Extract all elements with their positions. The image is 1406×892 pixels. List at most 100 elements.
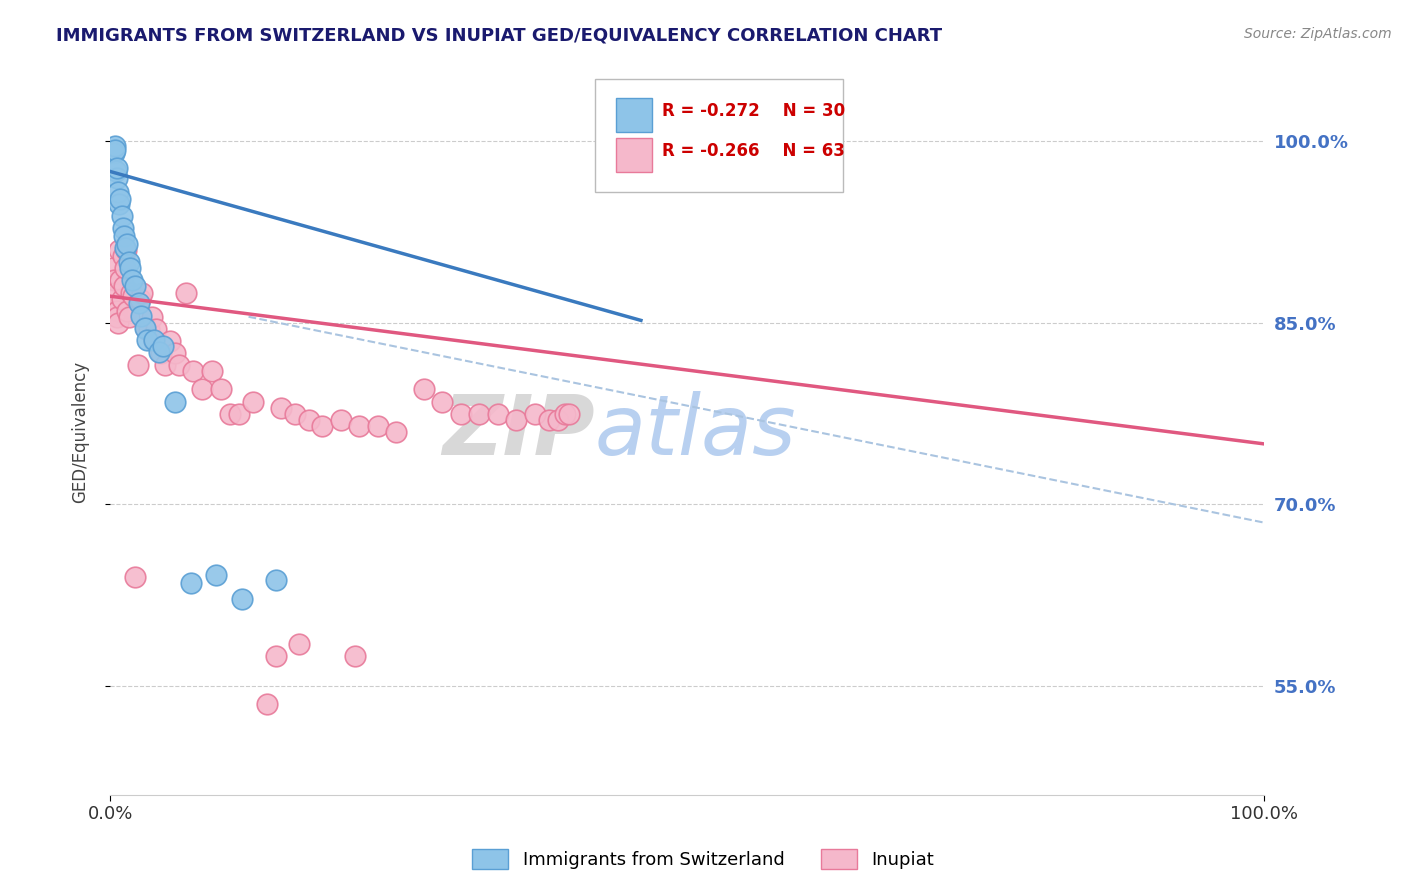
Point <box>124 570 146 584</box>
Point <box>349 418 371 433</box>
Legend: Immigrants from Switzerland, Inupiat: Immigrants from Switzerland, Inupiat <box>463 839 943 879</box>
Point <box>107 316 129 330</box>
Point <box>270 401 292 415</box>
Point <box>105 161 128 175</box>
Point <box>297 412 319 426</box>
Point <box>450 407 472 421</box>
Point <box>163 394 186 409</box>
Point <box>148 344 170 359</box>
Point <box>141 310 163 324</box>
Point <box>191 383 214 397</box>
Point <box>558 407 581 421</box>
Point <box>101 261 124 276</box>
Point <box>523 407 546 421</box>
Point <box>114 241 136 255</box>
Point <box>242 394 264 409</box>
Point <box>181 364 204 378</box>
Text: R = -0.266    N = 63: R = -0.266 N = 63 <box>662 142 845 160</box>
Point <box>107 185 129 199</box>
Point <box>547 412 569 426</box>
Point <box>122 289 145 303</box>
Point <box>413 383 436 397</box>
FancyBboxPatch shape <box>616 138 652 171</box>
Point <box>311 418 333 433</box>
Point <box>104 298 127 312</box>
Point <box>112 228 135 243</box>
Point <box>108 243 131 257</box>
Point <box>117 310 139 324</box>
Point <box>537 412 560 426</box>
Point <box>486 407 509 421</box>
Point <box>367 418 389 433</box>
Point <box>149 346 172 360</box>
Point <box>284 407 307 421</box>
Point <box>120 285 142 300</box>
Point <box>385 425 408 439</box>
Point <box>180 576 202 591</box>
Point <box>138 322 160 336</box>
Point <box>118 261 141 276</box>
Point <box>117 237 139 252</box>
Point <box>155 358 177 372</box>
Point <box>117 303 139 318</box>
FancyBboxPatch shape <box>616 98 652 132</box>
Point <box>110 192 132 206</box>
Point <box>129 292 152 306</box>
Point <box>231 591 253 606</box>
Point <box>505 412 527 426</box>
Point <box>104 164 127 178</box>
Point <box>288 637 311 651</box>
Point <box>134 320 156 334</box>
Text: Source: ZipAtlas.com: Source: ZipAtlas.com <box>1244 27 1392 41</box>
Point <box>114 261 136 276</box>
Point <box>110 273 132 287</box>
Point <box>115 243 138 257</box>
Point <box>104 285 127 300</box>
Point <box>108 197 131 211</box>
Point <box>219 407 242 421</box>
Point <box>142 334 165 348</box>
Point <box>127 358 149 372</box>
Point <box>105 303 128 318</box>
Point <box>343 648 366 663</box>
Point <box>329 412 352 426</box>
Point <box>103 146 125 161</box>
Point <box>174 285 197 300</box>
Point <box>264 573 287 587</box>
Point <box>264 648 287 663</box>
Text: R = -0.272    N = 30: R = -0.272 N = 30 <box>662 102 845 120</box>
Point <box>432 394 454 409</box>
Y-axis label: GED/Equivalency: GED/Equivalency <box>72 360 89 503</box>
Point <box>159 334 181 348</box>
Point <box>142 333 165 347</box>
Point <box>554 407 576 421</box>
Point <box>124 279 146 293</box>
Point <box>136 333 159 347</box>
Point <box>110 209 132 223</box>
Point <box>105 310 128 324</box>
Point <box>111 221 134 235</box>
Point <box>117 255 139 269</box>
Point <box>205 567 228 582</box>
Point <box>103 273 125 287</box>
Text: ZIP: ZIP <box>441 392 595 472</box>
Point <box>121 273 143 287</box>
Point <box>228 407 250 421</box>
Text: atlas: atlas <box>595 392 796 472</box>
Point <box>112 279 135 293</box>
Point <box>110 292 132 306</box>
Point <box>104 139 127 153</box>
Point <box>111 249 134 263</box>
Point <box>104 143 127 157</box>
Point <box>145 322 167 336</box>
Point <box>169 358 191 372</box>
Point <box>135 322 157 336</box>
Text: IMMIGRANTS FROM SWITZERLAND VS INUPIAT GED/EQUIVALENCY CORRELATION CHART: IMMIGRANTS FROM SWITZERLAND VS INUPIAT G… <box>56 27 942 45</box>
Point <box>105 170 128 185</box>
Point <box>256 698 278 712</box>
FancyBboxPatch shape <box>595 79 842 192</box>
Point <box>131 285 153 300</box>
Point <box>129 309 152 323</box>
Point <box>209 383 232 397</box>
Point <box>468 407 491 421</box>
